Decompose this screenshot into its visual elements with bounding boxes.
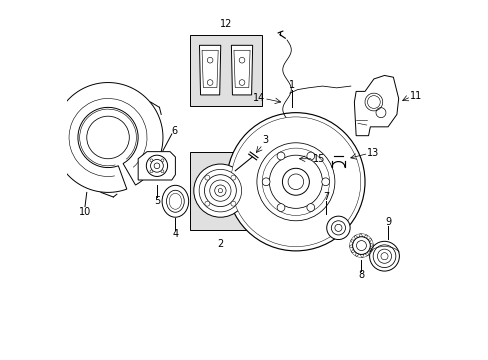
Circle shape bbox=[230, 175, 235, 180]
Text: 15: 15 bbox=[312, 154, 325, 164]
Circle shape bbox=[262, 148, 329, 215]
Circle shape bbox=[204, 175, 236, 207]
Circle shape bbox=[262, 178, 269, 186]
Text: 8: 8 bbox=[358, 270, 364, 280]
Circle shape bbox=[306, 204, 314, 211]
Circle shape bbox=[372, 245, 395, 267]
Polygon shape bbox=[199, 45, 220, 95]
Circle shape bbox=[367, 96, 380, 108]
Circle shape bbox=[154, 163, 160, 168]
Circle shape bbox=[331, 221, 345, 235]
Text: 12: 12 bbox=[219, 19, 232, 29]
Ellipse shape bbox=[162, 185, 188, 217]
Circle shape bbox=[161, 170, 163, 173]
Text: 11: 11 bbox=[409, 91, 421, 101]
Circle shape bbox=[218, 189, 222, 193]
Circle shape bbox=[287, 174, 303, 190]
Text: 7: 7 bbox=[322, 192, 328, 202]
Circle shape bbox=[193, 164, 246, 217]
Text: 1: 1 bbox=[289, 80, 295, 90]
Circle shape bbox=[369, 241, 399, 271]
Circle shape bbox=[277, 204, 285, 211]
Circle shape bbox=[306, 152, 314, 160]
Polygon shape bbox=[53, 82, 163, 192]
Circle shape bbox=[277, 152, 285, 160]
Circle shape bbox=[204, 175, 209, 180]
Circle shape bbox=[204, 201, 209, 206]
Polygon shape bbox=[354, 76, 398, 136]
Circle shape bbox=[161, 159, 163, 162]
Circle shape bbox=[86, 116, 129, 159]
Circle shape bbox=[214, 185, 225, 196]
Text: 5: 5 bbox=[154, 196, 160, 206]
Circle shape bbox=[230, 117, 360, 247]
Circle shape bbox=[377, 249, 391, 263]
Text: 3: 3 bbox=[262, 135, 268, 145]
Circle shape bbox=[150, 159, 153, 162]
Circle shape bbox=[256, 143, 334, 221]
Text: 4: 4 bbox=[172, 229, 178, 239]
Circle shape bbox=[334, 224, 341, 231]
Text: 6: 6 bbox=[171, 126, 177, 136]
Circle shape bbox=[239, 80, 244, 85]
Circle shape bbox=[207, 57, 212, 63]
Circle shape bbox=[326, 216, 349, 239]
Circle shape bbox=[226, 113, 364, 251]
Circle shape bbox=[150, 170, 153, 173]
Text: 2: 2 bbox=[217, 239, 223, 249]
Text: 10: 10 bbox=[79, 207, 91, 217]
Text: 14: 14 bbox=[252, 94, 264, 103]
Circle shape bbox=[282, 168, 309, 195]
Circle shape bbox=[282, 153, 291, 161]
Circle shape bbox=[352, 237, 369, 255]
Text: 13: 13 bbox=[366, 148, 378, 158]
Circle shape bbox=[380, 253, 387, 260]
Circle shape bbox=[209, 180, 230, 201]
Bar bbox=[189, 35, 262, 105]
Circle shape bbox=[356, 240, 366, 251]
Circle shape bbox=[230, 201, 235, 206]
Bar bbox=[189, 152, 251, 230]
Polygon shape bbox=[233, 50, 249, 87]
Polygon shape bbox=[202, 50, 218, 87]
Polygon shape bbox=[231, 45, 252, 95]
Text: 9: 9 bbox=[384, 217, 390, 227]
Circle shape bbox=[150, 159, 163, 172]
Circle shape bbox=[269, 155, 322, 208]
Circle shape bbox=[321, 178, 329, 186]
Circle shape bbox=[207, 80, 212, 85]
Circle shape bbox=[239, 57, 244, 63]
Circle shape bbox=[199, 169, 241, 212]
Circle shape bbox=[146, 155, 167, 176]
Polygon shape bbox=[138, 152, 175, 180]
Ellipse shape bbox=[166, 190, 184, 212]
